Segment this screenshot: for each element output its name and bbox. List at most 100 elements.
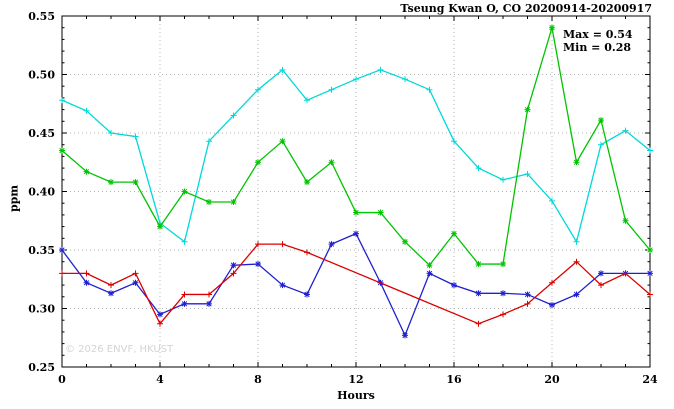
series-3-marker — [157, 311, 163, 318]
series-3-marker — [304, 291, 310, 298]
series-1-marker — [255, 86, 261, 93]
series-1-marker — [206, 138, 212, 145]
series-4-marker — [59, 270, 65, 277]
y-tick-label: 0.30 — [28, 303, 55, 316]
series-2-marker — [573, 159, 580, 166]
series-2-marker — [647, 247, 653, 253]
max-min-annotation: Max = 0.54 Min = 0.28 — [563, 28, 633, 54]
series-4-marker — [304, 249, 310, 256]
series-2-marker — [279, 138, 286, 145]
series-1-marker — [353, 76, 359, 83]
series-2-marker — [622, 217, 629, 224]
series-1-marker — [83, 107, 90, 114]
series-2-marker — [451, 230, 457, 237]
series-3-marker — [598, 270, 604, 277]
series-2-marker — [59, 147, 65, 154]
series-3-marker — [230, 262, 237, 269]
series-3-marker — [328, 241, 335, 248]
series-1-marker — [451, 138, 457, 145]
series-4-marker — [647, 291, 653, 298]
series-4-marker — [181, 291, 188, 298]
series-1-marker — [328, 86, 335, 93]
series-2-marker — [353, 209, 359, 216]
x-tick-label: 0 — [58, 373, 66, 386]
series-1-marker — [426, 86, 433, 93]
series-2-marker — [475, 261, 482, 268]
series-4-marker — [500, 311, 506, 318]
series-1-marker — [549, 197, 555, 204]
series-2-marker — [132, 179, 139, 186]
series-1-marker — [377, 66, 384, 73]
series-1-marker — [622, 127, 629, 134]
series-1-marker — [279, 66, 286, 73]
min-annotation: Min = 0.28 — [563, 41, 632, 54]
series-3-marker — [451, 282, 457, 289]
series-3-marker — [402, 332, 408, 339]
x-tick-label: 16 — [446, 373, 462, 386]
series-3-marker — [524, 291, 531, 298]
series-2-marker — [598, 117, 604, 124]
chart-title: Tseung Kwan O, CO 20200914-20200917 — [400, 2, 652, 15]
series-1-marker — [573, 238, 580, 245]
series-2-marker — [255, 159, 261, 166]
series-1-marker — [59, 97, 65, 104]
series-4-marker — [549, 279, 555, 286]
x-tick-label: 4 — [156, 373, 164, 386]
series-3-marker — [647, 270, 653, 277]
series-4-marker — [157, 320, 163, 327]
x-tick-label: 24 — [642, 373, 658, 386]
series-4-marker — [132, 270, 139, 277]
y-tick-label: 0.35 — [28, 244, 55, 257]
series-2-marker — [230, 199, 237, 206]
series-3-marker — [500, 290, 506, 297]
x-tick-label: 20 — [544, 373, 560, 386]
series-1-marker — [304, 97, 310, 104]
y-tick-label: 0.45 — [28, 127, 55, 140]
series-1-marker — [500, 176, 506, 183]
series-2-marker — [402, 238, 408, 245]
series-1-marker — [108, 130, 114, 136]
series-2-marker — [426, 262, 433, 269]
y-tick-label: 0.25 — [28, 361, 55, 374]
series-4-marker — [524, 300, 531, 307]
series-4-marker — [475, 320, 482, 327]
series-3-marker — [279, 282, 286, 289]
series-3-marker — [59, 247, 65, 253]
series-2-marker — [157, 223, 163, 230]
series-4-marker — [598, 282, 604, 289]
series-1-marker — [524, 170, 531, 177]
series-2-marker — [524, 106, 531, 113]
series-1-marker — [402, 76, 408, 83]
series-1-marker — [230, 112, 237, 119]
series-3-marker — [181, 300, 188, 307]
y-axis-label: ppm — [7, 184, 21, 213]
series-4-marker — [230, 270, 237, 277]
series-1-marker — [181, 238, 188, 245]
y-tick-label: 0.40 — [28, 186, 55, 199]
series-3-marker — [206, 300, 212, 307]
series-2-marker — [181, 188, 188, 195]
plot-border — [61, 15, 651, 368]
series-4-marker — [279, 241, 286, 248]
max-annotation: Max = 0.54 — [563, 28, 633, 41]
series-4-marker — [622, 270, 629, 277]
series-2-marker — [83, 168, 90, 175]
series-1-marker — [475, 165, 482, 172]
series-3-marker — [353, 230, 359, 237]
series-2-marker — [108, 179, 114, 186]
series-4-marker — [255, 241, 261, 248]
series-2-marker — [377, 209, 384, 216]
series-4-marker — [573, 258, 580, 265]
series-2-marker — [549, 24, 555, 31]
series-3-marker — [83, 279, 90, 286]
series-4-marker — [206, 291, 212, 298]
series-2-marker — [304, 179, 310, 186]
series-4-marker — [83, 270, 90, 277]
series-3-marker — [475, 290, 482, 297]
x-tick-label: 8 — [254, 373, 262, 386]
series-2-marker — [500, 261, 506, 268]
x-axis-label: Hours — [337, 389, 375, 402]
series-3-marker — [549, 301, 555, 308]
